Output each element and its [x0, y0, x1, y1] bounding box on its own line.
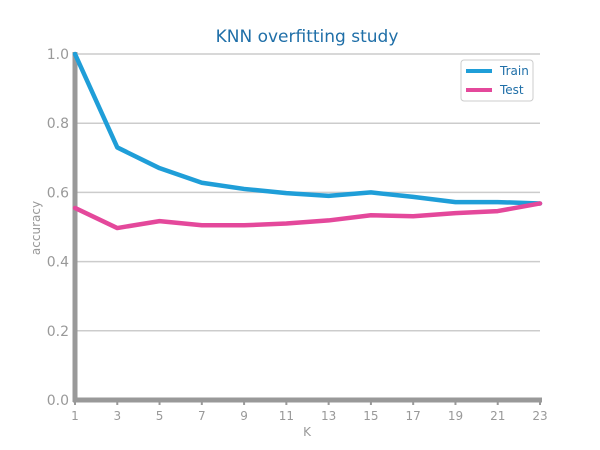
x-tick-label: 1 [71, 409, 79, 423]
x-tick-label: 13 [321, 409, 336, 423]
legend-label-test: Test [499, 83, 524, 97]
x-tick-label: 11 [279, 409, 294, 423]
y-tick-label: 0.4 [47, 255, 69, 271]
y-tick-label: 0.0 [47, 393, 69, 409]
y-tick-label: 0.2 [47, 324, 69, 340]
axes [72, 52, 542, 403]
x-tick-label: 3 [113, 409, 121, 423]
x-tick-label: 21 [490, 409, 505, 423]
series-lines [72, 51, 543, 231]
x-tick-label: 23 [532, 409, 547, 423]
y-tick-label: 1.0 [47, 47, 69, 63]
chart-title: KNN overfitting study [216, 27, 399, 47]
legend: Train Test [460, 59, 534, 102]
x-axis-label: K [303, 425, 312, 439]
x-tick-label: 15 [363, 409, 378, 423]
x-tick-label: 19 [448, 409, 463, 423]
x-ticks: 1 3 5 7 9 11 13 15 17 19 21 23 [71, 400, 548, 423]
series-line-test [72, 201, 543, 231]
x-tick-label: 5 [156, 409, 164, 423]
x-tick-label: 17 [406, 409, 421, 423]
y-axis-label: accuracy [29, 201, 43, 255]
y-tick-label: 0.8 [47, 116, 69, 132]
y-ticks: 0.0 0.2 0.4 0.6 0.8 1.0 [47, 47, 69, 409]
legend-label-train: Train [499, 64, 529, 78]
series-line-train [72, 51, 543, 206]
y-tick-label: 0.6 [47, 185, 69, 201]
x-tick-label: 9 [240, 409, 248, 423]
x-tick-label: 7 [198, 409, 206, 423]
